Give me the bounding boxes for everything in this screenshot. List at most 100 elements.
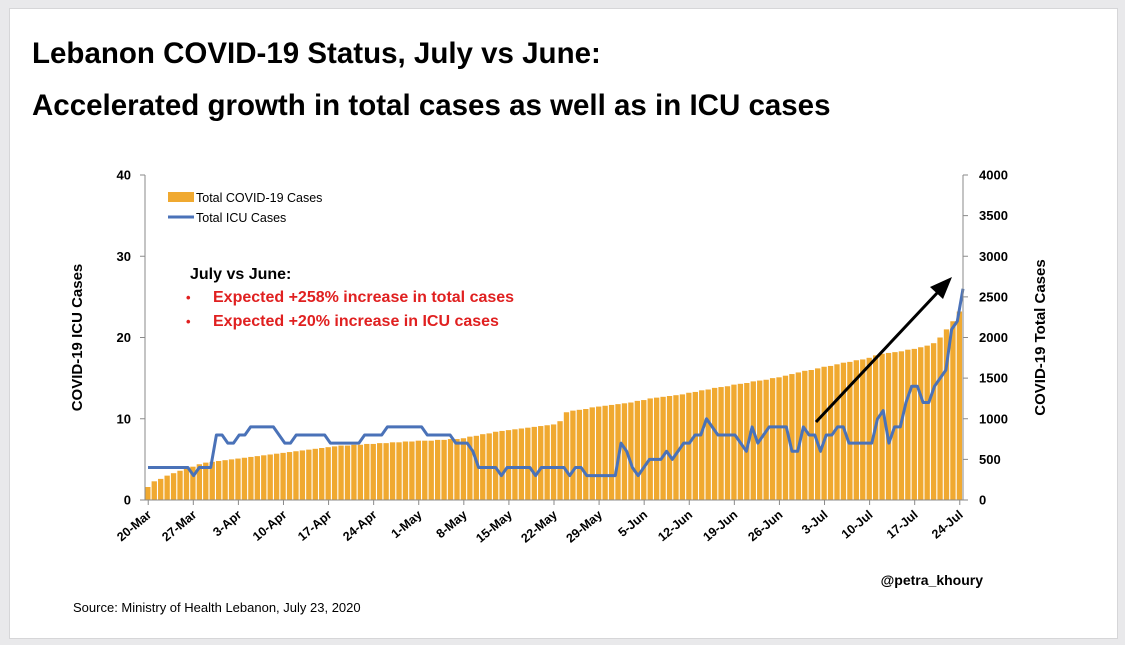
total-cases-bar (538, 426, 544, 500)
total-cases-bar (216, 461, 222, 500)
trend-arrowhead-icon (930, 277, 952, 299)
total-cases-bar (254, 456, 260, 501)
left-tick-label: 0 (124, 493, 131, 508)
total-cases-bar (834, 364, 840, 500)
total-cases-bar (589, 407, 595, 501)
total-cases-bar (241, 457, 248, 500)
total-cases-bar (183, 468, 190, 500)
total-cases-bar (885, 352, 892, 500)
left-tick-label: 20 (117, 330, 131, 345)
left-tick-label: 10 (117, 411, 131, 426)
legend-total-cases-label: Total COVID-19 Cases (196, 191, 322, 205)
total-cases-bar (653, 397, 660, 501)
total-cases-bar (331, 446, 338, 501)
x-tick-label: 15-May (473, 508, 515, 546)
x-tick-label: 1-May (389, 508, 425, 542)
total-cases-bar (860, 359, 866, 500)
total-cases-bar (396, 442, 402, 500)
total-cases-bar (286, 452, 293, 500)
right-tick-label: 2000 (979, 330, 1008, 345)
total-cases-bar (866, 357, 872, 500)
total-cases-bar (319, 448, 325, 500)
total-cases-bar (692, 391, 698, 500)
total-cases-bar (621, 403, 628, 500)
author-credit: @petra_khoury (880, 572, 983, 588)
x-tick-label: 5-Jun (616, 508, 651, 540)
total-cases-bar (634, 400, 640, 501)
total-cases-bar (724, 386, 731, 500)
total-cases-bar (576, 409, 583, 500)
right-tick-label: 1500 (979, 371, 1008, 386)
total-cases-bar (769, 378, 776, 501)
total-cases-bar (351, 444, 357, 500)
annotation-bullet-text: Expected +20% increase in ICU cases (213, 313, 499, 330)
total-cases-bar (525, 427, 531, 500)
total-cases-bar (454, 439, 460, 500)
total-cases-bar (235, 458, 241, 500)
total-cases-bar (203, 462, 209, 501)
total-cases-bar (222, 460, 228, 500)
total-cases-bar (170, 473, 177, 500)
right-tick-label: 0 (979, 493, 986, 508)
total-cases-bar (544, 425, 550, 500)
x-tick-label: 12-Jun (655, 508, 695, 545)
total-cases-bar (763, 379, 769, 500)
total-cases-bar (409, 441, 415, 500)
x-tick-label: 10-Jul (839, 508, 876, 542)
total-cases-bar (196, 464, 203, 500)
total-cases-bar (550, 424, 557, 500)
icu-cases-line (148, 288, 965, 478)
total-cases-bar (389, 442, 396, 500)
total-cases-bar (815, 368, 821, 501)
left-tick-label: 30 (117, 249, 131, 264)
x-tick-label: 3-Apr (210, 507, 244, 539)
total-cases-bar (744, 383, 750, 500)
right-tick-label: 500 (979, 452, 1001, 467)
total-cases-bar (248, 456, 254, 500)
total-cases-bar (158, 478, 164, 501)
total-cases-bar (628, 402, 634, 500)
title-line-2: Accelerated growth in total cases as wel… (32, 89, 831, 122)
total-cases-bar (918, 347, 924, 500)
total-cases-bar (145, 487, 151, 500)
total-cases-bar (164, 475, 170, 501)
total-cases-bar (344, 445, 351, 500)
total-cases-bar (402, 441, 409, 500)
total-cases-bar (273, 453, 280, 500)
total-cases-bar (177, 470, 183, 500)
trend-arrow-icon (814, 290, 940, 424)
total-cases-bar (924, 345, 930, 501)
total-cases-bar (699, 390, 705, 500)
left-tick-label: 40 (117, 168, 131, 183)
total-cases-bar (731, 384, 737, 501)
total-cases-bar (563, 412, 570, 500)
total-cases-bar (306, 449, 312, 501)
total-cases-bar (911, 348, 917, 501)
x-tick-label: 3-Jul (799, 508, 830, 537)
x-tick-label: 8-May (434, 508, 470, 542)
total-cases-bar (956, 311, 963, 500)
total-cases-bar (795, 372, 802, 500)
total-cases-bar (660, 396, 666, 500)
x-tick-label: 26-Jun (745, 508, 785, 545)
total-cases-bar (190, 466, 196, 500)
x-tick-label: 24-Apr (340, 507, 379, 543)
total-cases-bar (499, 430, 505, 500)
total-cases-bar (364, 443, 370, 500)
x-tick-label: 27-Mar (159, 507, 199, 544)
page-title: Lebanon COVID-19 Status, July vs June: A… (32, 28, 830, 132)
x-tick-label: 17-Jul (884, 508, 921, 542)
annotation-bullet-text: Expected +258% increase in total cases (213, 289, 514, 306)
right-tick-label: 1000 (979, 411, 1008, 426)
total-cases-bar (434, 439, 441, 501)
source-note: Source: Ministry of Health Lebanon, July… (73, 600, 361, 615)
slide (9, 8, 1118, 639)
x-tick-label: 10-Apr (250, 507, 289, 543)
total-cases-bar (608, 404, 615, 500)
total-cases-bar (950, 321, 956, 500)
legend-bar-swatch (168, 192, 194, 202)
total-cases-bar (666, 396, 673, 500)
total-cases-bar (338, 445, 344, 500)
total-cases-bar (261, 455, 267, 500)
